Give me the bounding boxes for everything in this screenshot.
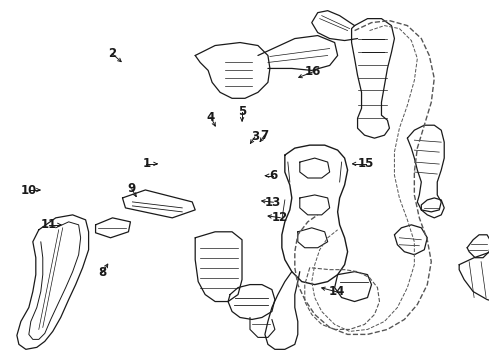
Text: 14: 14 [329, 285, 345, 298]
Text: 15: 15 [358, 157, 374, 170]
Text: 6: 6 [269, 169, 277, 182]
Text: 9: 9 [127, 183, 136, 195]
Text: 2: 2 [108, 47, 116, 60]
Text: 13: 13 [265, 196, 281, 209]
Text: 8: 8 [98, 266, 107, 279]
Text: 16: 16 [305, 65, 321, 78]
Text: 11: 11 [41, 218, 57, 231]
Text: 1: 1 [142, 157, 150, 170]
Text: 7: 7 [261, 129, 269, 142]
Text: 4: 4 [207, 111, 215, 124]
Text: 12: 12 [272, 211, 288, 224]
Text: 10: 10 [21, 184, 37, 197]
Text: 5: 5 [238, 105, 246, 118]
Text: 3: 3 [251, 130, 259, 144]
